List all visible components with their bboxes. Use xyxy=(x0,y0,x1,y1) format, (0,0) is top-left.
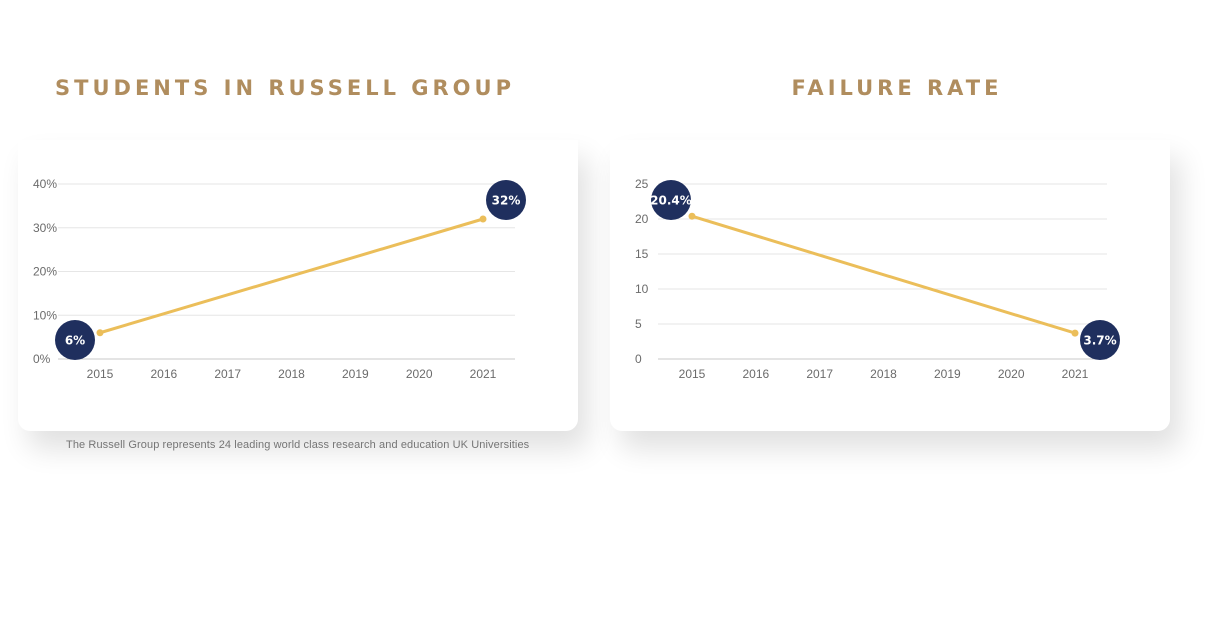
x-tick-label: 2017 xyxy=(806,367,833,381)
y-tick-label: 15 xyxy=(635,247,649,261)
data-label-bubble xyxy=(1080,320,1120,360)
data-label-bubble xyxy=(486,180,526,220)
data-label: 32% xyxy=(492,194,521,208)
x-tick-label: 2016 xyxy=(742,367,769,381)
x-tick-label: 2021 xyxy=(1062,367,1089,381)
x-tick-label: 2018 xyxy=(278,367,305,381)
data-point xyxy=(479,215,487,223)
series-line xyxy=(98,217,485,335)
failure-rate-line-chart: 0 5 10 15 20 25 2015 2016 2017 2018 2019 2020 2021 20… xyxy=(635,177,1120,381)
y-tick-label: 25 xyxy=(635,177,649,191)
data-point xyxy=(688,212,696,220)
x-tick-label: 2018 xyxy=(870,367,897,381)
y-tick-label: 40% xyxy=(33,177,57,191)
series-line xyxy=(690,214,1077,335)
data-label: 3.7% xyxy=(1083,334,1116,348)
x-tick-label: 2015 xyxy=(679,367,706,381)
x-tick-label: 2020 xyxy=(998,367,1025,381)
chart-title-failure-rate: FAILURE RATE xyxy=(791,76,1003,100)
y-tick-label: 10% xyxy=(33,308,57,322)
x-tick-label: 2016 xyxy=(150,367,177,381)
y-tick-label: 30% xyxy=(33,221,57,235)
chart-footnote: The Russell Group represents 24 leading … xyxy=(66,439,530,451)
x-tick-label: 2015 xyxy=(87,367,114,381)
data-point xyxy=(1071,329,1079,337)
y-tick-label: 20% xyxy=(33,265,57,279)
x-tick-label: 2021 xyxy=(470,367,497,381)
students-line-chart: 0% 10% 20% 30% 40% 2015 2016 2017 2018 2019 2020 20… xyxy=(33,177,526,381)
y-tick-label: 5 xyxy=(635,317,642,331)
chart-title-students: STUDENTS IN RUSSELL GROUP xyxy=(55,76,515,100)
chart-card-students: 0% 10% 20% 30% 40% 2015 2016 2017 2018 2019 2020 20… xyxy=(18,140,578,431)
x-tick-label: 2017 xyxy=(214,367,241,381)
y-tick-label: 20 xyxy=(635,212,649,226)
x-tick-label: 2020 xyxy=(406,367,433,381)
data-label: 20.4% xyxy=(650,194,692,208)
chart-card-failure-rate: 0 5 10 15 20 25 2015 2016 2017 2018 2019 2020 2021 20… xyxy=(610,140,1170,431)
x-tick-label: 2019 xyxy=(934,367,961,381)
y-tick-label: 0% xyxy=(33,352,51,366)
data-label-bubble xyxy=(651,180,691,220)
x-tick-label: 2019 xyxy=(342,367,369,381)
data-label: 6% xyxy=(65,334,85,348)
y-tick-label: 0 xyxy=(635,352,642,366)
data-label-bubble xyxy=(55,320,95,360)
data-point xyxy=(96,329,104,337)
y-tick-label: 10 xyxy=(635,282,649,296)
